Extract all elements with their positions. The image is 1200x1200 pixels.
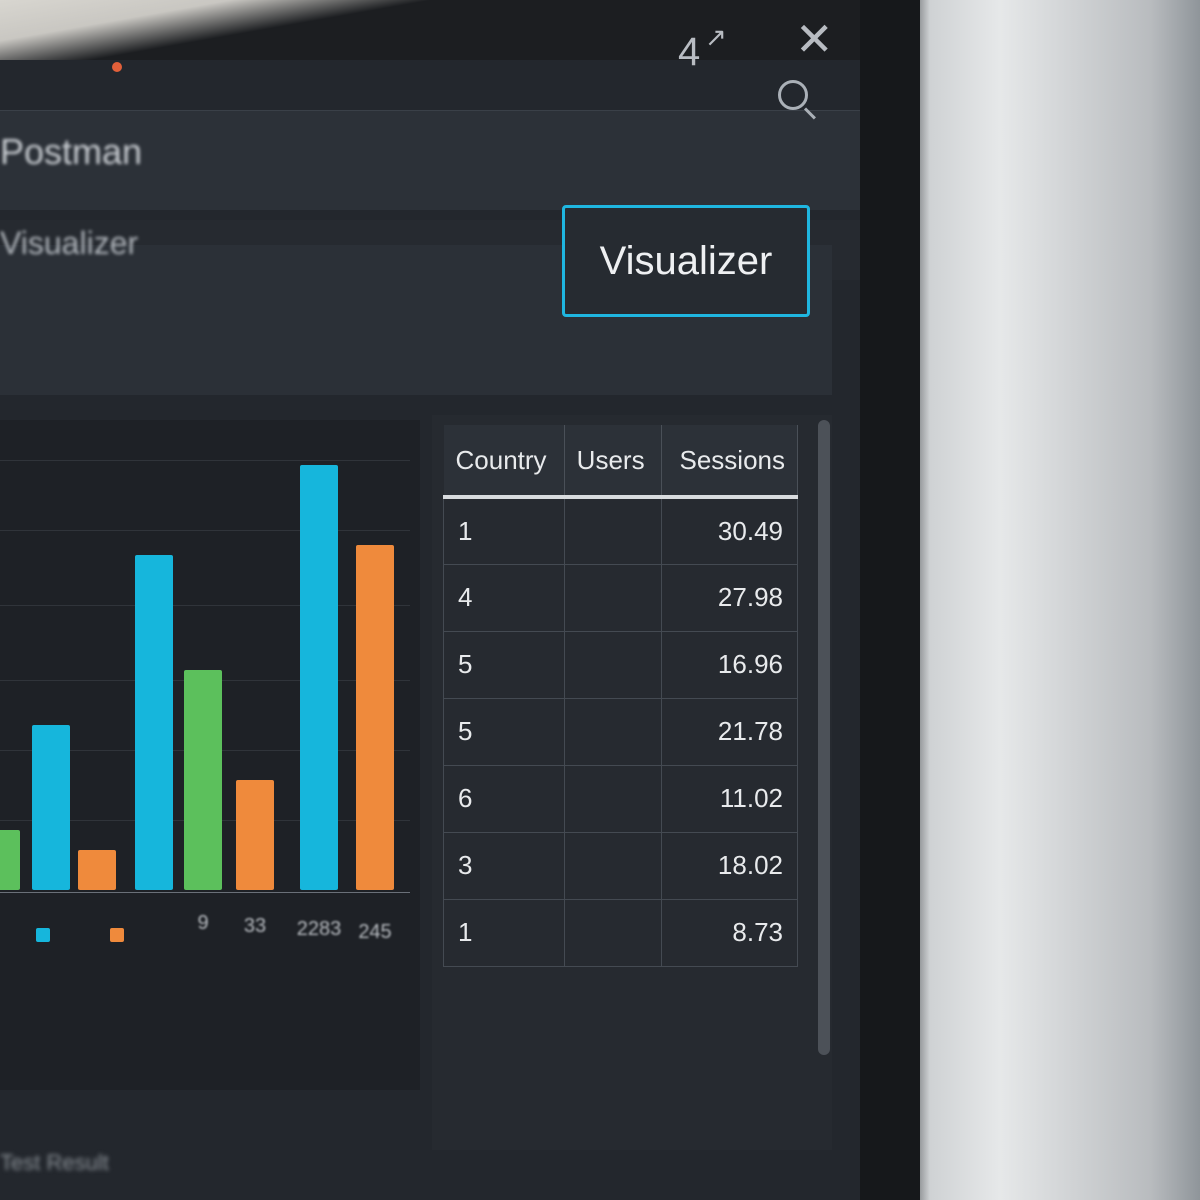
gridline: [0, 605, 410, 606]
data-table: Country Users Sessions 1 30.49 4 27.98 5 16.9…: [443, 425, 799, 967]
footer-label: Test Result: [0, 1150, 109, 1175]
visualizer-button[interactable]: Visualizer: [562, 205, 810, 317]
table-cell: [563, 764, 662, 833]
table-row[interactable]: 4 27.98: [443, 563, 799, 632]
x-axis: [0, 892, 410, 893]
table-cell: 5: [443, 630, 565, 699]
bar[interactable]: [135, 555, 173, 890]
table-cell: 3: [443, 831, 565, 900]
column-header[interactable]: Country: [443, 425, 565, 499]
bar[interactable]: [32, 725, 70, 890]
table-row[interactable]: 1 30.49: [443, 496, 799, 565]
section-title: Visualizer: [0, 225, 139, 261]
table-row[interactable]: 1 8.73: [443, 898, 799, 967]
table-cell: [563, 630, 662, 699]
logo-dot: [112, 62, 122, 72]
x-tick-label: 9: [197, 912, 209, 934]
table-cell: 18.02: [660, 831, 799, 900]
x-tick-label: 245: [358, 921, 392, 943]
table-cell: 5: [443, 697, 565, 766]
table-cell: 30.49: [660, 496, 799, 565]
table-cell: 27.98: [660, 563, 799, 632]
bar[interactable]: [300, 465, 338, 890]
table-cell: 21.78: [660, 697, 799, 766]
x-tick-label: 33: [243, 915, 267, 937]
table-cell: 11.02: [660, 764, 799, 833]
bar[interactable]: [0, 830, 20, 890]
table-cell: [563, 496, 662, 565]
gridline: [0, 460, 410, 461]
app-logo: Postman: [0, 131, 143, 172]
scrollbar[interactable]: [818, 420, 830, 1055]
search-icon[interactable]: [778, 80, 808, 110]
legend: [36, 928, 124, 942]
gridline: [0, 530, 410, 531]
table-row[interactable]: 5 16.96: [443, 630, 799, 699]
monitor-bezel: [860, 0, 920, 1200]
bar[interactable]: [78, 850, 116, 890]
bar[interactable]: [356, 545, 394, 890]
x-tick-label: 2283: [296, 918, 342, 940]
table-cell: 6: [443, 764, 565, 833]
bar[interactable]: [236, 780, 274, 890]
table-row[interactable]: 5 21.78: [443, 697, 799, 766]
table-cell: 8.73: [660, 898, 799, 967]
column-header[interactable]: Users: [564, 425, 662, 499]
table-cell: 16.96: [660, 630, 799, 699]
table-cell: 4: [443, 563, 565, 632]
table-cell: [563, 563, 662, 632]
app-header: Postman: [0, 110, 865, 210]
table-row[interactable]: 6 11.02: [443, 764, 799, 833]
table-cell: 1: [443, 496, 565, 565]
table-cell: 1: [443, 898, 565, 967]
bar[interactable]: [184, 670, 222, 890]
table-cell: [563, 898, 662, 967]
legend-swatch: [110, 928, 124, 942]
column-header[interactable]: Sessions: [661, 425, 799, 499]
badge-count: 4: [678, 30, 701, 74]
open-in-new-icon[interactable]: ↗: [705, 22, 727, 52]
close-icon[interactable]: ✕: [795, 13, 834, 65]
table-cell: [563, 831, 662, 900]
table-cell: [563, 697, 662, 766]
table-row[interactable]: 3 18.02: [443, 831, 799, 900]
legend-swatch: [36, 928, 50, 942]
